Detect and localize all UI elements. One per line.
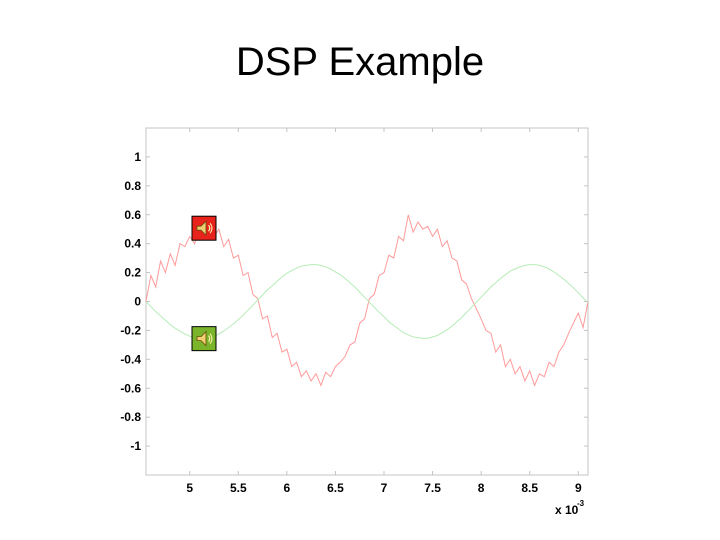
y-tick-label: 0.2 (124, 266, 141, 280)
y-tick-label: 0.6 (124, 208, 141, 222)
y-tick-label: -0.2 (120, 323, 141, 337)
x-tick-label: 5 (186, 481, 193, 495)
y-tick-label: -0.6 (120, 381, 141, 395)
play-clean-signal-button[interactable] (191, 326, 217, 352)
y-tick-label: -0.8 (120, 410, 141, 424)
x-tick-label: 6.5 (327, 481, 344, 495)
x-tick-label: 8.5 (521, 481, 538, 495)
speaker-icon (196, 330, 213, 347)
x-scale-exponent: -3 (577, 499, 585, 508)
speaker-icon (196, 220, 213, 237)
x-tick-label: 7.5 (424, 481, 441, 495)
y-tick-label: 1 (134, 150, 141, 164)
x-tick-label: 8 (478, 481, 485, 495)
x-tick-label: 5.5 (230, 481, 247, 495)
audio-buttons (191, 215, 217, 352)
series-layer (145, 214, 589, 387)
slide-title: DSP Example (235, 40, 485, 84)
series-line-1 (145, 214, 589, 387)
x-tick-label: 9 (575, 481, 582, 495)
series-line-2 (145, 264, 589, 339)
x-axis: 5 5.5 6 6.5 7 7.5 8 8.5 9 (186, 128, 582, 495)
y-tick-label: -1 (130, 439, 141, 453)
y-tick-label: 0.8 (124, 179, 141, 193)
x-scale-label: x 10 (555, 503, 579, 517)
x-tick-label: 7 (381, 481, 388, 495)
x-tick-label: 6 (284, 481, 291, 495)
y-tick-label: 0 (134, 295, 141, 309)
plot-area-frame (145, 127, 589, 476)
play-noisy-signal-button[interactable] (191, 215, 217, 241)
y-tick-label: 0.4 (124, 237, 141, 251)
y-axis: 1 0.8 0.6 0.4 0.2 0 -0.2 -0.4 -0.6 -0.8 -1 (120, 150, 588, 453)
y-tick-label: -0.4 (120, 352, 141, 366)
